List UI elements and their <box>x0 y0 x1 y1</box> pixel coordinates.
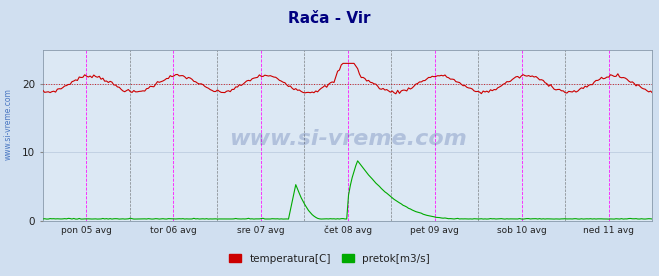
Text: Rača - Vir: Rača - Vir <box>288 11 371 26</box>
Legend: temperatura[C], pretok[m3/s]: temperatura[C], pretok[m3/s] <box>225 250 434 268</box>
Text: www.si-vreme.com: www.si-vreme.com <box>229 129 467 149</box>
Text: www.si-vreme.com: www.si-vreme.com <box>3 88 13 160</box>
